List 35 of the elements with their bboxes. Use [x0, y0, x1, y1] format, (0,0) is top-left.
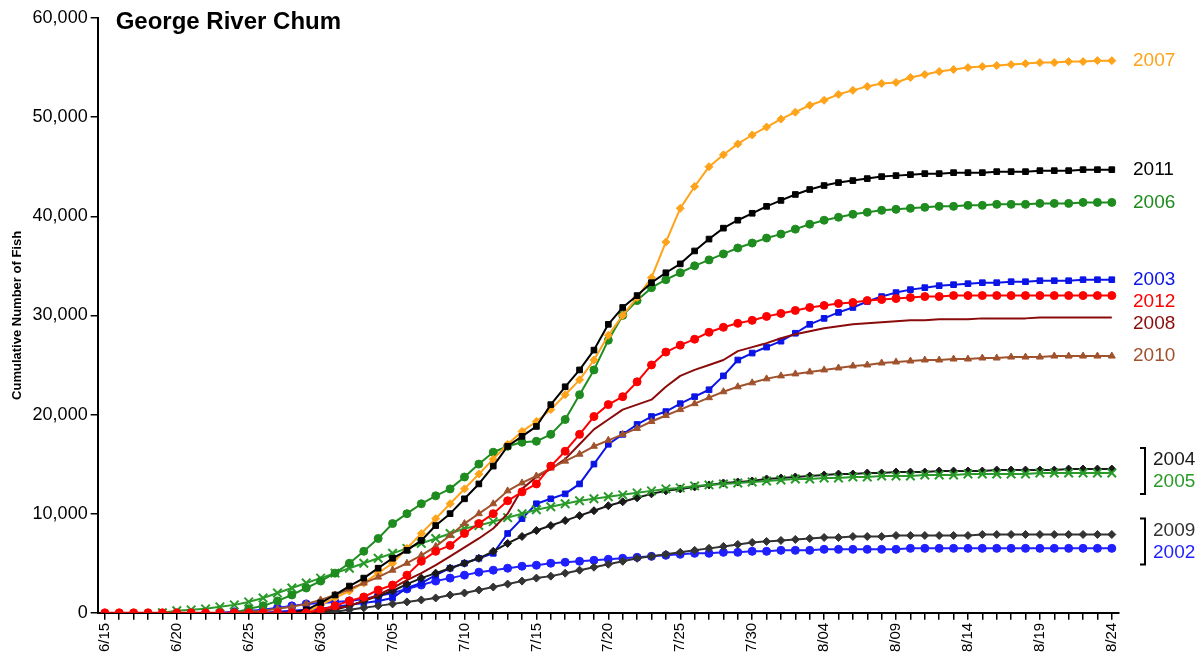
- y-tick-label: 0: [77, 601, 88, 622]
- x-tick-label: 7/20: [598, 622, 616, 653]
- series-label: 2010: [1133, 344, 1176, 366]
- x-tick-label: 6/20: [166, 622, 184, 653]
- x-tick-label: 8/04: [814, 622, 832, 653]
- x-tick-label: 7/30: [742, 622, 760, 653]
- series-label: 2007: [1133, 48, 1176, 70]
- series-label: 2004: [1153, 448, 1196, 470]
- x-tick-label: 8/09: [886, 622, 904, 653]
- x-tick-label: 8/24: [1101, 622, 1119, 653]
- x-tick-label: 8/14: [958, 622, 976, 653]
- x-tick-label: 6/25: [238, 622, 256, 653]
- y-tick-label: 40,000: [32, 205, 88, 226]
- x-tick-label: 7/25: [670, 622, 688, 653]
- x-tick-label: 7/05: [382, 622, 400, 653]
- series-label: 2006: [1133, 190, 1176, 212]
- y-tick-label: 20,000: [32, 403, 88, 424]
- y-tick-label: 60,000: [32, 6, 88, 27]
- series-label: 2008: [1133, 311, 1176, 333]
- y-tick-label: 50,000: [32, 106, 88, 127]
- series-label: 2009: [1153, 518, 1196, 540]
- chart-title: George River Chum: [115, 6, 342, 34]
- series-label: 2002: [1153, 540, 1196, 562]
- x-tick-label: 7/10: [454, 622, 472, 653]
- series-label: 2012: [1133, 289, 1176, 311]
- x-tick-label: 7/15: [526, 622, 544, 653]
- y-tick-label: 30,000: [32, 304, 88, 325]
- y-axis-title: Cumulative Number of Fish: [9, 230, 25, 400]
- series-label: 2005: [1153, 470, 1196, 492]
- series-label: 2003: [1133, 267, 1176, 289]
- y-tick-label: 10,000: [32, 502, 88, 523]
- x-tick-label: 8/19: [1030, 622, 1048, 653]
- x-tick-label: 6/15: [94, 622, 112, 653]
- x-tick-label: 6/30: [310, 622, 328, 653]
- series-label: 2011: [1133, 157, 1174, 179]
